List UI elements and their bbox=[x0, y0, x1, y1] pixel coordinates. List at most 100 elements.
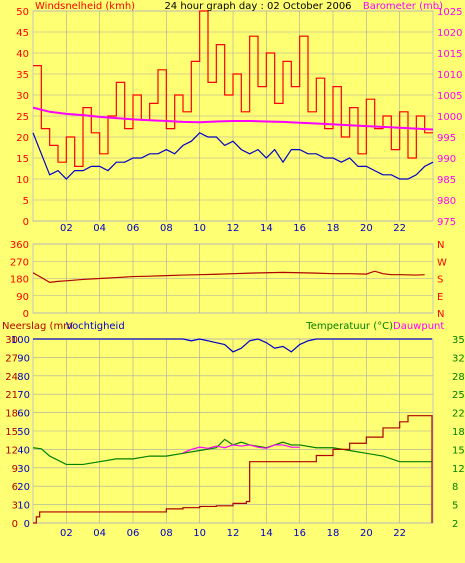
wind-tick-label: 20 bbox=[16, 133, 29, 144]
series-line bbox=[33, 338, 432, 353]
series-line bbox=[32, 132, 434, 180]
humidity-tick-label: 90 bbox=[17, 353, 30, 364]
barometer-axis: 975 980 985 990 995 1000 1005 1010 1015 1020 1025 bbox=[437, 7, 462, 228]
temperature-tick-label: 25 bbox=[452, 390, 465, 401]
humidity-tick-label: 10 bbox=[17, 501, 30, 512]
direction-axis: 360 270 180 90 0 bbox=[10, 240, 29, 320]
humidity-tick-label: 70 bbox=[17, 390, 30, 401]
wind-tick-label: 35 bbox=[16, 70, 29, 81]
time-tick-label: 08 bbox=[160, 223, 173, 234]
barometer-tick-label: 990 bbox=[437, 154, 456, 165]
time-tick-label: 16 bbox=[293, 223, 306, 234]
barometer-tick-label: 1010 bbox=[437, 70, 462, 81]
wind-tick-label: 25 bbox=[16, 112, 29, 123]
time-tick-label: 18 bbox=[327, 223, 340, 234]
temperature-tick-label: 12 bbox=[452, 464, 465, 475]
temperature-tick-label: 2 bbox=[452, 519, 458, 530]
humidity-tick-label: 60 bbox=[17, 409, 30, 420]
time-tick-label: 02 bbox=[60, 223, 73, 234]
panel-series bbox=[32, 10, 434, 180]
temperature-axis-label: Temperatuur (°C) bbox=[305, 321, 393, 332]
temperature-tick-label: 8 bbox=[452, 482, 458, 493]
precipitation-tick-label: 18 bbox=[5, 409, 18, 420]
time-tick-label: 22 bbox=[393, 223, 406, 234]
direction-tick-label: 360 bbox=[10, 240, 29, 251]
panel-series bbox=[32, 338, 433, 524]
panel-series bbox=[32, 270, 425, 283]
time-tick-label: 16 bbox=[293, 528, 306, 539]
wind-tick-label: 50 bbox=[16, 7, 29, 18]
wind-tick-label: 5 bbox=[23, 196, 29, 207]
time-tick-label: 06 bbox=[127, 528, 140, 539]
temperature-tick-label: 15 bbox=[452, 445, 465, 456]
temperature-tick-label: 32 bbox=[452, 353, 465, 364]
chart-title: 24 hour graph day : 02 October 2006 bbox=[164, 1, 351, 12]
time-tick-label: 06 bbox=[127, 223, 140, 234]
precipitation-axis-label: Neerslag (mm bbox=[2, 321, 73, 332]
series-line bbox=[33, 415, 433, 524]
barometer-tick-label: 1000 bbox=[437, 112, 462, 123]
time-tick-label: 20 bbox=[360, 223, 373, 234]
humidity-tick-label: 0 bbox=[24, 519, 30, 530]
direction-tick-label: 270 bbox=[10, 257, 29, 268]
series-line bbox=[33, 10, 433, 167]
compass-label: S bbox=[437, 275, 443, 286]
temperature-tick-label: 28 bbox=[452, 372, 465, 383]
barometer-tick-label: 1020 bbox=[437, 28, 462, 39]
barometer-tick-label: 985 bbox=[437, 175, 456, 186]
barometer-tick-label: 1025 bbox=[437, 7, 462, 18]
precipitation-tick-label: 0 bbox=[12, 519, 18, 530]
time-tick-label: 10 bbox=[193, 223, 206, 234]
time-tick-label: 14 bbox=[260, 528, 273, 539]
precipitation-tick-label: 30 bbox=[5, 335, 18, 346]
precipitation-tick-label: 21 bbox=[5, 390, 18, 401]
time-tick-label: 18 bbox=[327, 528, 340, 539]
precipitation-tick-label: 6 bbox=[12, 482, 18, 493]
compass-label: W bbox=[437, 257, 447, 268]
time-tick-label: 04 bbox=[93, 528, 106, 539]
wind-axis-label: Windsnelheid (kmh) bbox=[35, 1, 135, 12]
time-axis: 02 04 06 08 10 12 14 16 18 20 22 bbox=[60, 528, 406, 539]
wind-tick-label: 15 bbox=[16, 154, 29, 165]
humidity-tick-label: 50 bbox=[17, 427, 30, 438]
series-line bbox=[32, 106, 434, 131]
humidity-tick-label: 100 bbox=[11, 335, 30, 346]
barometer-tick-label: 975 bbox=[437, 217, 456, 228]
time-tick-label: 08 bbox=[160, 528, 173, 539]
temperature-tick-label: 18 bbox=[452, 427, 465, 438]
humidity-tick-label: 20 bbox=[17, 482, 30, 493]
time-tick-label: 20 bbox=[360, 528, 373, 539]
wind-tick-label: 40 bbox=[16, 49, 29, 60]
barometer-tick-label: 995 bbox=[437, 133, 456, 144]
compass-label: N bbox=[437, 240, 444, 251]
time-tick-label: 14 bbox=[260, 223, 273, 234]
barometer-tick-label: 980 bbox=[437, 196, 456, 207]
humidity-axis-label: Vochtigheid bbox=[66, 321, 125, 332]
time-tick-label: 04 bbox=[93, 223, 106, 234]
humidity-tick-label: 40 bbox=[17, 445, 30, 456]
series-line bbox=[182, 444, 300, 454]
time-tick-label: 10 bbox=[193, 528, 206, 539]
compass-label: N bbox=[437, 309, 444, 320]
wind-tick-label: 30 bbox=[16, 91, 29, 102]
barometer-axis-label: Barometer (mb) bbox=[363, 1, 443, 12]
wind-speed-axis: 0 5 10 15 20 25 30 35 40 45 50 bbox=[16, 7, 29, 228]
temperature-tick-label: 22 bbox=[452, 409, 465, 420]
precipitation-tick-label: 12 bbox=[5, 445, 18, 456]
direction-tick-label: 0 bbox=[23, 309, 29, 320]
humidity-tick-label: 30 bbox=[17, 464, 30, 475]
dewpoint-axis-label: Dauwpunt bbox=[393, 321, 444, 332]
time-tick-label: 12 bbox=[227, 223, 240, 234]
precipitation-tick-label: 9 bbox=[12, 464, 18, 475]
series-line bbox=[32, 270, 425, 283]
precipitation-tick-label: 3 bbox=[12, 501, 18, 512]
temperature-tick-label: 35 bbox=[452, 335, 465, 346]
time-axis: 02 04 06 08 10 12 14 16 18 20 22 bbox=[60, 223, 406, 234]
